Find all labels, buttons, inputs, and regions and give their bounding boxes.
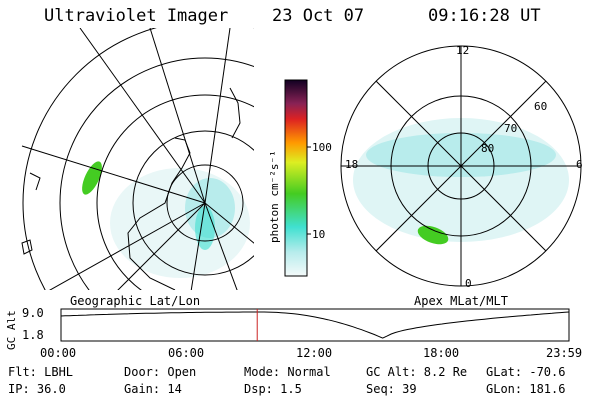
geographic-map xyxy=(21,28,254,290)
altitude-ylabel: GC Alt xyxy=(5,310,18,350)
colorbar-tick-100: 100 xyxy=(312,141,332,154)
altitude-ymin: 1.8 xyxy=(22,328,44,342)
lat-label-70: 70 xyxy=(504,122,517,135)
mlt-label-left: 18 xyxy=(345,158,358,171)
mlt-label-right: 6 xyxy=(576,158,583,171)
altitude-ymax: 9.0 xyxy=(22,306,44,320)
geographic-caption: Geographic Lat/Lon xyxy=(70,294,201,308)
altitude-curve xyxy=(60,311,570,339)
colorbar-tick-10: 10 xyxy=(312,228,325,241)
status-dsp: Dsp: 1.5 xyxy=(244,382,302,396)
status-seq: Seq: 39 xyxy=(366,382,417,396)
date-label: 23 Oct 07 xyxy=(272,6,365,26)
colorbar-unit-label: photon cm⁻²s⁻¹ xyxy=(268,150,281,243)
mlat-mlt-plot: 12 18 6 0 60 70 80 xyxy=(340,44,583,290)
colorbar-gradient xyxy=(284,79,308,277)
svg-text:GC Alt: GC Alt xyxy=(5,310,18,350)
x-tick-0: 00:00 xyxy=(40,346,77,360)
mlt-label-top: 12 xyxy=(456,44,469,57)
time-label: 09:16:28 UT xyxy=(428,6,541,26)
status-gc-alt: GC Alt: 8.2 Re xyxy=(366,365,468,379)
lat-label-80: 80 xyxy=(481,142,494,155)
altitude-frame xyxy=(60,308,570,342)
colorbar: 100 10 photon cm⁻²s⁻¹ xyxy=(268,79,332,277)
mlt-label-bottom: 0 xyxy=(465,277,472,290)
status-glat: GLat: -70.6 xyxy=(486,365,566,379)
status-gain: Gain: 14 xyxy=(124,382,182,396)
status-flt: Flt: LBHL xyxy=(8,365,74,379)
aurora-green-spot-apex xyxy=(417,225,449,245)
x-tick-3: 18:00 xyxy=(423,346,460,360)
x-tick-1: 06:00 xyxy=(168,346,205,360)
apex-caption: Apex MLat/MLT xyxy=(414,294,508,308)
status-glon: GLon: 181.6 xyxy=(486,382,566,396)
instrument-title: Ultraviolet Imager xyxy=(44,6,229,26)
x-tick-2: 12:00 xyxy=(296,346,333,360)
lat-label-60: 60 xyxy=(534,100,547,113)
status-ip: IP: 36.0 xyxy=(8,382,66,396)
x-tick-4: 23:59 xyxy=(546,346,583,360)
status-mode: Mode: Normal xyxy=(244,365,331,379)
altitude-plot xyxy=(60,308,570,342)
coastline xyxy=(127,137,191,290)
status-door: Door: Open xyxy=(124,365,197,379)
